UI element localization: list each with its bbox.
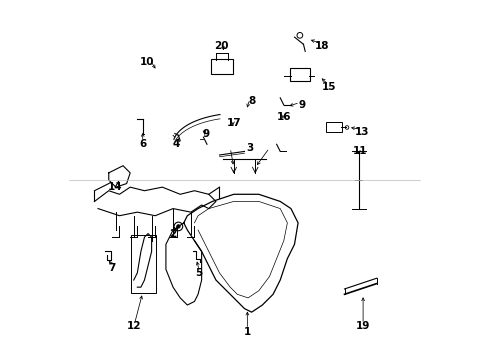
Text: 17: 17 (226, 118, 241, 128)
Text: 9: 9 (203, 129, 209, 139)
Text: 8: 8 (247, 96, 255, 107)
Text: 11: 11 (352, 147, 366, 157)
Text: 6: 6 (139, 139, 146, 149)
Text: 13: 13 (354, 127, 369, 137)
Text: 7: 7 (108, 262, 115, 273)
Text: 4: 4 (172, 139, 179, 149)
Text: 12: 12 (127, 321, 142, 332)
Text: 14: 14 (108, 182, 122, 192)
Text: 3: 3 (246, 143, 253, 153)
Text: 9: 9 (298, 100, 305, 110)
Text: 2: 2 (169, 229, 176, 239)
Text: 20: 20 (214, 41, 228, 51)
Text: 10: 10 (140, 57, 154, 67)
Text: 1: 1 (243, 327, 250, 337)
Text: 18: 18 (314, 41, 329, 51)
Text: 5: 5 (195, 268, 203, 278)
Circle shape (176, 225, 180, 228)
Text: 16: 16 (277, 112, 291, 122)
Text: 15: 15 (322, 82, 336, 92)
Text: 19: 19 (355, 321, 369, 332)
